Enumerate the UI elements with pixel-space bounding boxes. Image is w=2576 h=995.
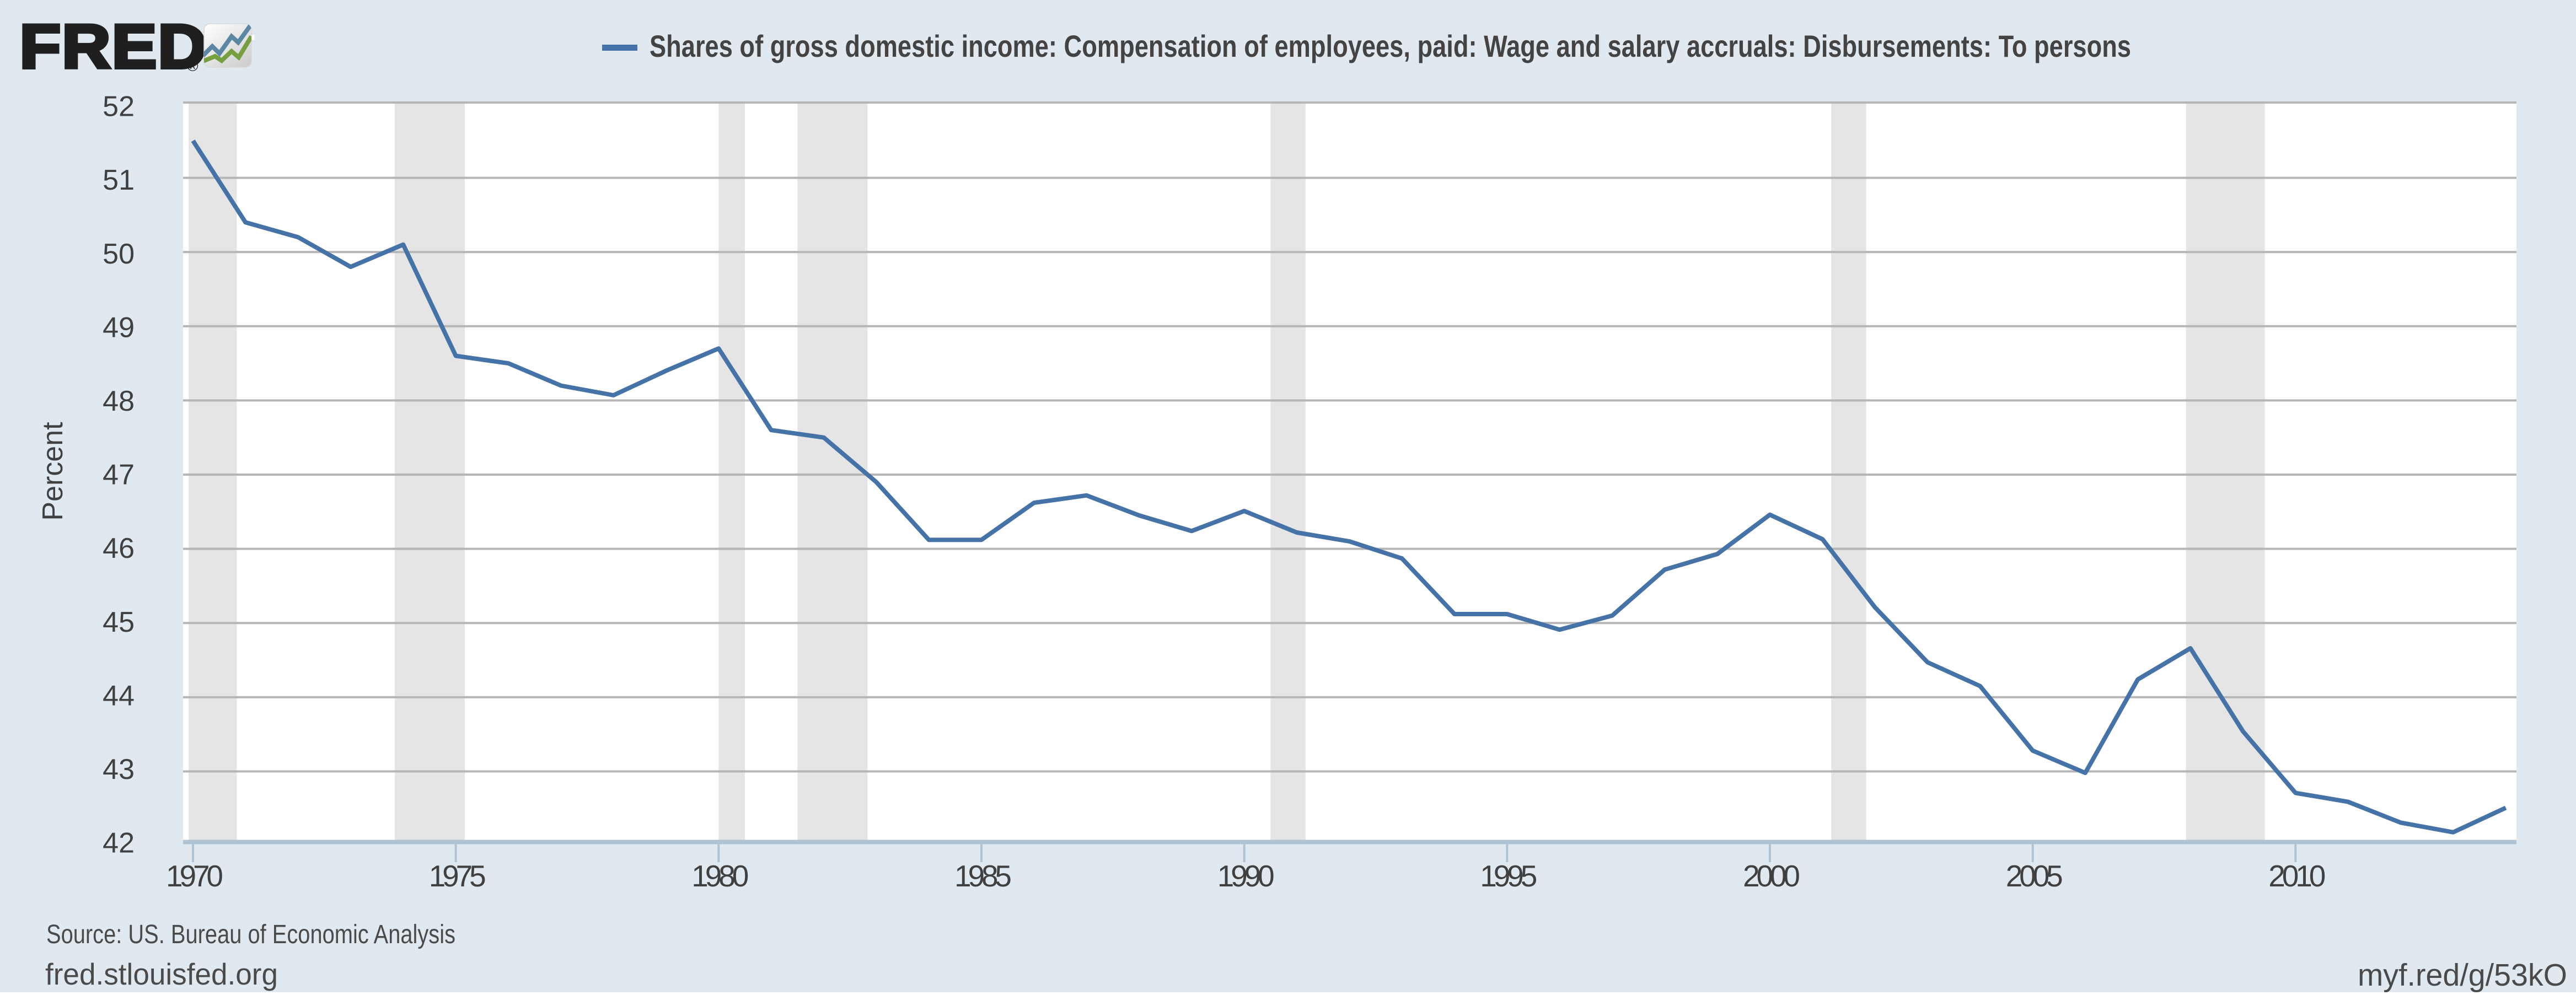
svg-text:2005: 2005 bbox=[2006, 859, 2063, 893]
svg-text:46: 46 bbox=[103, 533, 135, 564]
svg-text:51: 51 bbox=[103, 164, 135, 196]
svg-text:2010: 2010 bbox=[2268, 859, 2326, 893]
svg-text:43: 43 bbox=[103, 754, 135, 786]
svg-text:49: 49 bbox=[103, 311, 135, 343]
svg-text:fred.stlouisfed.org: fred.stlouisfed.org bbox=[45, 957, 278, 991]
svg-text:2000: 2000 bbox=[1743, 859, 1800, 893]
svg-text:Source: US. Bureau of Economic: Source: US. Bureau of Economic Analysis bbox=[46, 920, 455, 949]
svg-text:®: ® bbox=[187, 57, 198, 74]
svg-text:48: 48 bbox=[103, 385, 135, 417]
svg-text:45: 45 bbox=[103, 606, 135, 638]
svg-text:44: 44 bbox=[103, 680, 135, 712]
svg-text:1975: 1975 bbox=[429, 859, 486, 893]
svg-text:47: 47 bbox=[103, 459, 135, 491]
svg-text:1970: 1970 bbox=[166, 859, 223, 893]
svg-text:52: 52 bbox=[103, 91, 135, 123]
svg-text:50: 50 bbox=[103, 238, 135, 270]
svg-text:1980: 1980 bbox=[691, 859, 749, 893]
svg-text:myf.red/g/53kO: myf.red/g/53kO bbox=[2358, 958, 2567, 992]
svg-text:42: 42 bbox=[103, 827, 135, 859]
svg-text:FRED: FRED bbox=[20, 12, 208, 81]
svg-text:1995: 1995 bbox=[1480, 859, 1537, 893]
svg-text:1985: 1985 bbox=[954, 859, 1012, 893]
svg-text:1990: 1990 bbox=[1217, 859, 1275, 893]
svg-text:Shares of gross domestic incom: Shares of gross domestic income: Compens… bbox=[650, 29, 2131, 63]
svg-text:Percent: Percent bbox=[37, 422, 69, 521]
